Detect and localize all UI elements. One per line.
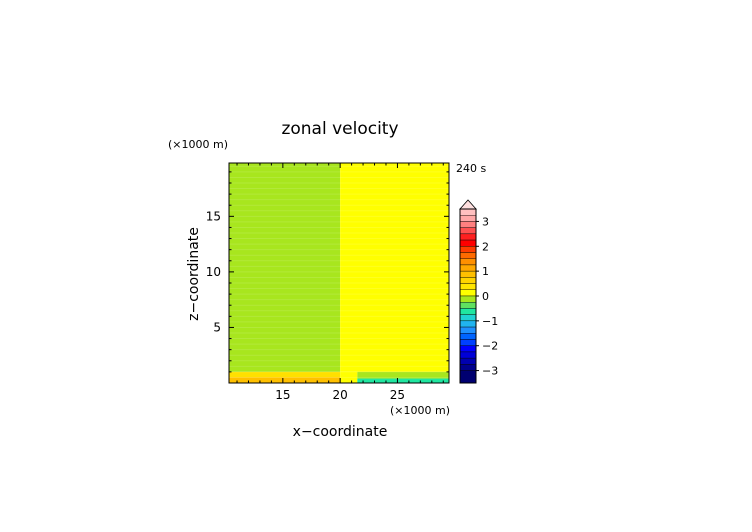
colorbar-tick-label: 3 — [482, 215, 489, 228]
colorbar-level-16 — [459, 308, 477, 315]
colorbar-level-5 — [459, 239, 477, 247]
colorbar: 3 2 1 0 −1 −2 −3 — [459, 199, 498, 384]
colorbar-level-11 — [459, 277, 477, 284]
plot-area: 15 20 25 5 10 15 — [206, 162, 450, 402]
colorbar-level-6 — [459, 246, 477, 253]
y-tick-label: 5 — [213, 320, 221, 334]
field-region-2 — [229, 371, 341, 378]
colorbar-extend-max — [459, 199, 477, 210]
colorbar-level-9 — [459, 264, 477, 272]
colorbar-tick-label: 1 — [482, 265, 489, 278]
y-axis-label: z−coordinate — [186, 227, 202, 321]
field-region-0 — [229, 163, 341, 372]
colorbar-level-7 — [459, 252, 477, 259]
colorbar-level-10 — [459, 270, 477, 278]
x-tick-label: 25 — [390, 388, 405, 402]
colorbar-level-14 — [459, 295, 477, 303]
y-tick-label: 10 — [206, 265, 221, 279]
colorbar-tick-label: 0 — [482, 290, 489, 303]
chart-title: zonal velocity — [281, 119, 398, 139]
colorbar-level-25 — [459, 364, 477, 371]
field-region-3 — [229, 377, 341, 383]
colorbar-tick-label: −1 — [482, 315, 498, 328]
field-region-6 — [357, 378, 449, 383]
y-tick-label: 15 — [206, 209, 221, 223]
colorbar-level-1 — [459, 215, 477, 222]
colorbar-level-8 — [459, 258, 477, 266]
x-unit-label: (×1000 m) — [390, 404, 450, 417]
field-region-5 — [357, 371, 449, 379]
x-axis-label: x−coordinate — [293, 424, 388, 440]
y-unit-label: (×1000 m) — [168, 138, 228, 151]
colorbar-level-4 — [459, 233, 477, 241]
colorbar-tick-label: 2 — [482, 240, 489, 253]
colorbar-tick-label: −2 — [482, 340, 498, 353]
colorbar-level-13 — [459, 289, 477, 297]
colorbar-level-22 — [459, 345, 477, 353]
x-tick-label: 20 — [333, 388, 348, 402]
colorbar-level-17 — [459, 314, 477, 322]
colorbar-level-24 — [459, 357, 477, 365]
colorbar-level-2 — [459, 221, 477, 228]
plot-frame — [228, 162, 450, 384]
colorbar-tick-label: −3 — [482, 365, 498, 378]
colorbar-level-12 — [459, 283, 477, 290]
field-region-4 — [340, 371, 358, 383]
field-region-1 — [340, 163, 449, 372]
colorbar-level-21 — [459, 339, 477, 346]
x-tick-label: 15 — [275, 388, 290, 402]
colorbar-level-19 — [459, 326, 477, 334]
colorbar-level-0 — [459, 208, 477, 216]
colorbar-level-26 — [459, 370, 477, 384]
colorbar-level-3 — [459, 227, 477, 235]
colorbar-level-15 — [459, 302, 477, 309]
colorbar-level-20 — [459, 333, 477, 340]
colorbar-level-18 — [459, 320, 477, 328]
time-label: 240 s — [456, 162, 486, 175]
colorbar-level-23 — [459, 351, 477, 359]
